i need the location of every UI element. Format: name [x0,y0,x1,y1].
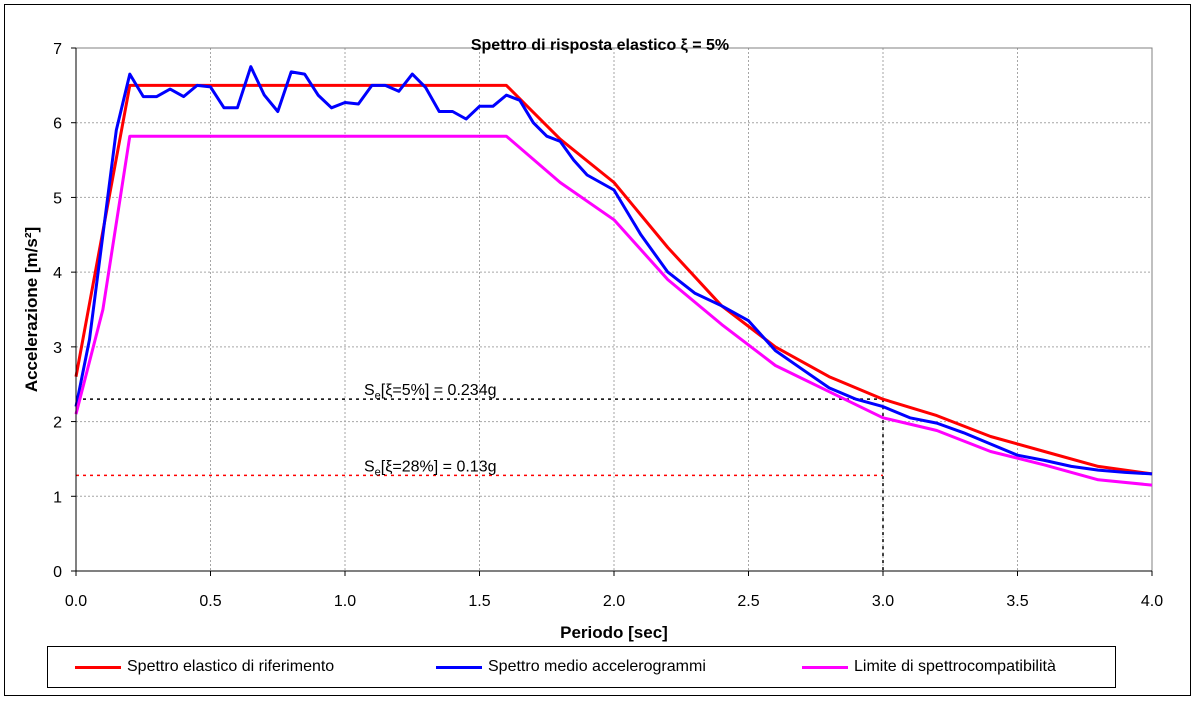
annotation-label-0: Se[ξ=5%] = 0.234g [364,382,497,402]
axes [71,47,1153,576]
x-tick-label: 3.0 [872,593,894,610]
chart-frame [4,4,1191,696]
x-tick-label: 0.5 [199,593,221,610]
annotation-label-1: Se[ξ=28%] = 0.13g [364,458,497,478]
annotations: Se[ξ=5%] = 0.234g Se[ξ=28%] = 0.13g [364,382,497,478]
y-tick-label: 3 [53,340,62,357]
legend-swatch-reference [75,665,121,669]
y-axis-label: Accelerazione [m/s²] [22,227,41,392]
legend: Spettro elastico di riferimento Spettro … [47,646,1116,688]
reference-lines [76,398,884,571]
legend-item-limit: Limite di spettrocompatibilità [802,647,1056,687]
x-axis-label: Periodo [sec] [560,623,668,642]
x-tick-label: 0.0 [65,593,87,610]
series-line-average [74,65,1153,476]
legend-swatch-limit [802,665,848,669]
series-line-limit [74,134,1153,487]
x-tick-label: 3.5 [1006,593,1028,610]
grid [76,48,1152,571]
x-tick-label: 2.0 [603,593,625,610]
x-tick-label: 2.5 [737,593,759,610]
x-tick-label: 1.0 [334,593,356,610]
y-tick-label: 6 [53,116,62,133]
legend-label-limit: Limite di spettrocompatibilità [854,658,1056,675]
legend-swatch-average [436,665,482,669]
x-tick-label: 4.0 [1141,593,1163,610]
x-tick-label: 1.5 [468,593,490,610]
y-tick-label: 1 [53,489,62,506]
y-tick-label: 7 [53,41,62,58]
tick-labels: 0 1 2 3 4 5 6 7 0.0 0.5 1.0 1.5 2.0 2.5 3.0 3.5 4.0 [53,41,1163,610]
y-tick-label: 4 [53,265,62,282]
series-line-reference [74,83,1153,476]
legend-label-average: Spettro medio accelerogrammi [488,658,706,675]
y-tick-label: 5 [53,190,62,207]
legend-item-average: Spettro medio accelerogrammi [436,647,706,687]
y-tick-label: 0 [53,564,62,581]
legend-item-reference: Spettro elastico di riferimento [75,647,334,687]
series-group [74,65,1153,487]
chart-title: Spettro di risposta elastico ξ = 5% [471,37,729,54]
y-tick-label: 2 [53,415,62,432]
legend-label-reference: Spettro elastico di riferimento [127,658,335,675]
